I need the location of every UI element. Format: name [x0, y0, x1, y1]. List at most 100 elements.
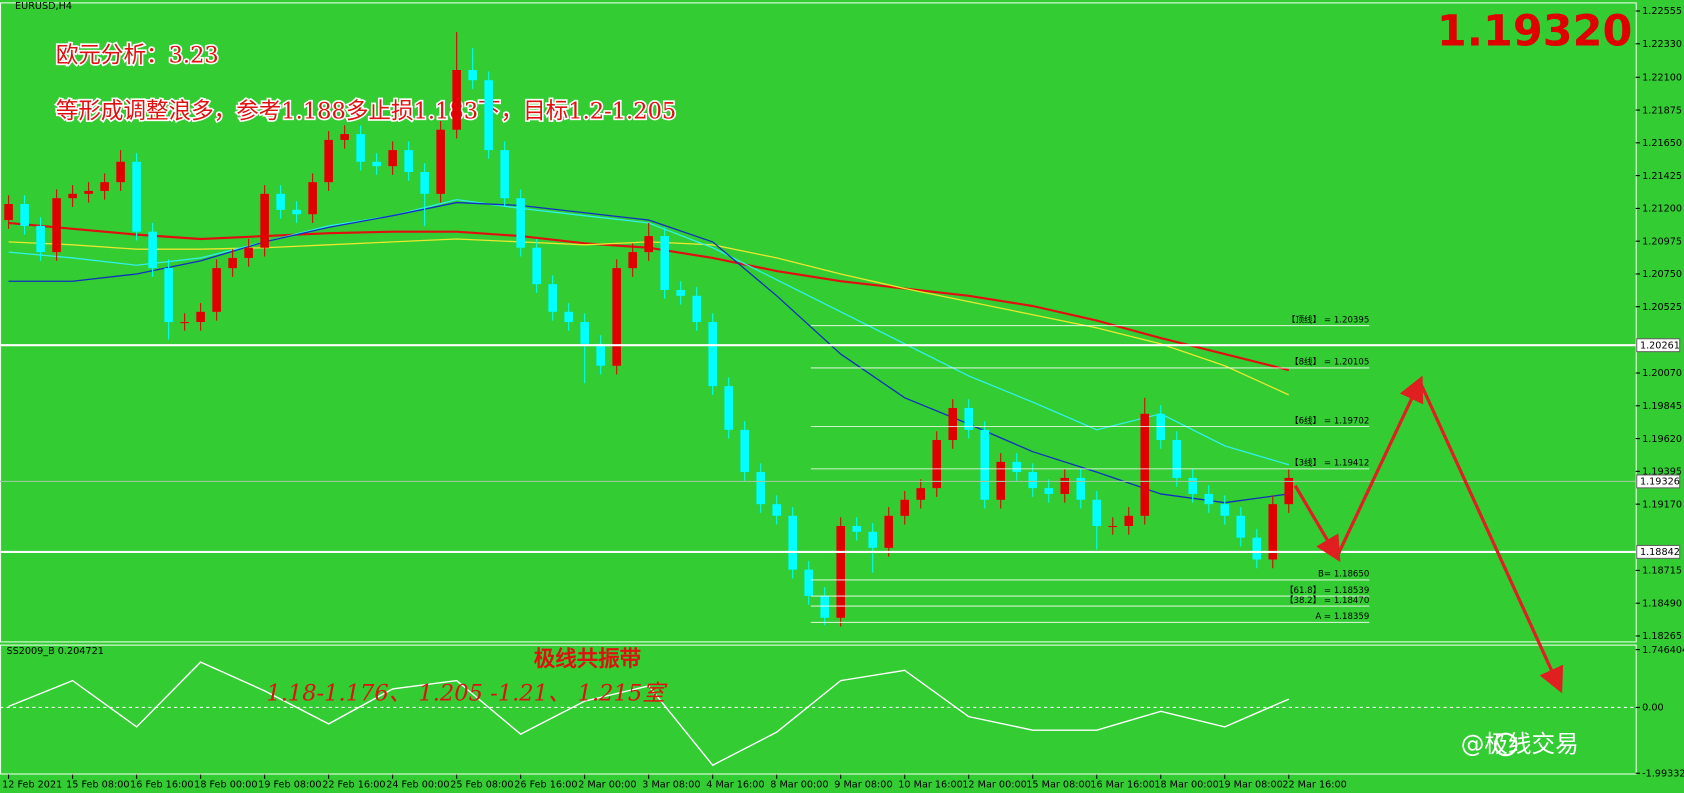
- candle-body: [612, 268, 621, 366]
- y-tick-label: 1.22100: [1642, 73, 1682, 84]
- candle-body: [724, 386, 733, 430]
- candle-body: [116, 161, 125, 183]
- candle-body: [980, 429, 990, 500]
- fib-label: A = 1.18359: [1315, 612, 1369, 622]
- candle-body: [100, 182, 109, 191]
- candle-body: [948, 407, 958, 441]
- candle-body: [436, 129, 445, 194]
- candle-body: [580, 322, 589, 344]
- candle-body: [900, 499, 910, 516]
- x-tick-label: 18 Feb 00:00: [194, 779, 257, 790]
- level-line-label: 1.20261: [1640, 340, 1680, 351]
- level-line-box: [1636, 544, 1681, 559]
- x-tick-label: 4 Mar 16:00: [706, 779, 764, 790]
- candle-body: [276, 193, 285, 210]
- level-line-box: [1636, 338, 1681, 353]
- candle-body: [772, 504, 781, 516]
- candle-body: [1108, 525, 1118, 528]
- x-tick-label: 3 Mar 08:00: [642, 779, 700, 790]
- candle-body: [356, 134, 365, 162]
- y-tick-label: 1.20750: [1642, 269, 1682, 280]
- candle-body: [308, 182, 317, 215]
- candle-body: [260, 193, 269, 248]
- x-tick-label: 19 Mar 08:00: [1218, 779, 1282, 790]
- y-tick-label: 1.18265: [1642, 631, 1682, 642]
- candle-body: [340, 134, 349, 140]
- candle-body: [596, 343, 605, 366]
- x-tick-label: 25 Feb 08:00: [450, 779, 513, 790]
- candle-body: [996, 461, 1006, 500]
- candle-body: [228, 257, 237, 269]
- x-tick-label: 8 Mar 00:00: [770, 779, 828, 790]
- x-tick-label: 15 Mar 08:00: [1026, 779, 1090, 790]
- candle-body: [1172, 440, 1182, 478]
- x-tick-label: 12 Mar 00:00: [962, 779, 1026, 790]
- candle-body: [1188, 477, 1198, 494]
- candle-body: [452, 70, 461, 130]
- candle-body: [36, 225, 45, 253]
- candle-body: [1252, 537, 1262, 560]
- candle-body: [932, 440, 942, 489]
- candle-body: [1044, 488, 1054, 494]
- candle-body: [1220, 504, 1230, 516]
- fib-label: 【6线】 = 1.19702: [1290, 414, 1369, 426]
- candle-body: [244, 247, 253, 258]
- symbol: EURUSD,H4: [15, 1, 72, 12]
- candle-body: [164, 268, 173, 323]
- y-tick-label: 1.746404: [1642, 645, 1684, 656]
- candle-body: [1204, 493, 1214, 505]
- y-tick-label: 1.18715: [1642, 566, 1682, 577]
- x-tick-label: 26 Feb 16:00: [514, 779, 577, 790]
- watermark-icon: [1493, 732, 1518, 757]
- candle-body: [196, 311, 205, 323]
- osc-label: SS2009_B 0.204721: [6, 646, 103, 657]
- annotation: 欧元分析：3.23: [56, 42, 219, 68]
- y-tick-label: 1.19845: [1642, 401, 1682, 412]
- y-tick-label: 1.21875: [1642, 105, 1682, 116]
- candle-body: [1124, 515, 1134, 526]
- candle-body: [916, 488, 926, 500]
- y-tick-label: 1.20975: [1642, 236, 1682, 247]
- osc-line: [8, 661, 1290, 767]
- fib-label: B= 1.18650: [1318, 570, 1369, 580]
- x-tick-label: 16 Mar 16:00: [1090, 779, 1154, 790]
- forecast-arrow: [1335, 375, 1424, 558]
- candle-body: [548, 284, 557, 312]
- y-tick-label: 1.19170: [1642, 499, 1682, 510]
- candle-body: [884, 515, 894, 548]
- candle-body: [804, 569, 814, 596]
- x-tick-label: 24 Feb 00:00: [386, 779, 449, 790]
- moving-average: [8, 201, 1289, 504]
- candle-body: [484, 80, 493, 151]
- y-tick-label: 1.18490: [1642, 598, 1682, 609]
- x-tick-label: 22 Mar 16:00: [1282, 779, 1346, 790]
- candle-body: [644, 236, 653, 253]
- candle-body: [180, 322, 189, 324]
- candle-body: [324, 139, 333, 183]
- candle-body: [564, 311, 573, 323]
- x-tick-label: 19 Feb 08:00: [258, 779, 321, 790]
- candle-body: [1060, 477, 1070, 494]
- candle-body: [292, 209, 301, 215]
- x-tick-label: 18 Mar 00:00: [1154, 779, 1218, 790]
- candle-body: [788, 515, 798, 570]
- candle-body: [68, 193, 77, 199]
- candle-body: [628, 252, 637, 269]
- x-tick-label: 22 Feb 16:00: [322, 779, 385, 790]
- x-tick-label: 12 Feb 2021: [2, 779, 62, 790]
- level-line-label: 1.18842: [1640, 547, 1680, 558]
- y-tick-label: 1.22330: [1642, 39, 1682, 50]
- fib-label: 【顶线】 = 1.20395: [1287, 313, 1369, 325]
- annotation: 等形成调整浪多，参考1.188多止损1.183下，目标1.2-1.205: [56, 98, 676, 124]
- candle-body: [1284, 477, 1294, 505]
- candle-body: [820, 595, 830, 618]
- candle-body: [404, 150, 413, 172]
- candle-body: [372, 161, 381, 167]
- price-display: 1.19320: [1437, 6, 1633, 56]
- candle-body: [1140, 413, 1150, 516]
- candle-body: [868, 531, 878, 548]
- main-panel: [0, 2, 1637, 643]
- x-tick-label: 10 Mar 16:00: [898, 779, 962, 790]
- osc-annotation: 1.18-1.176、 1.205 -1.21、 1.215室: [266, 680, 668, 706]
